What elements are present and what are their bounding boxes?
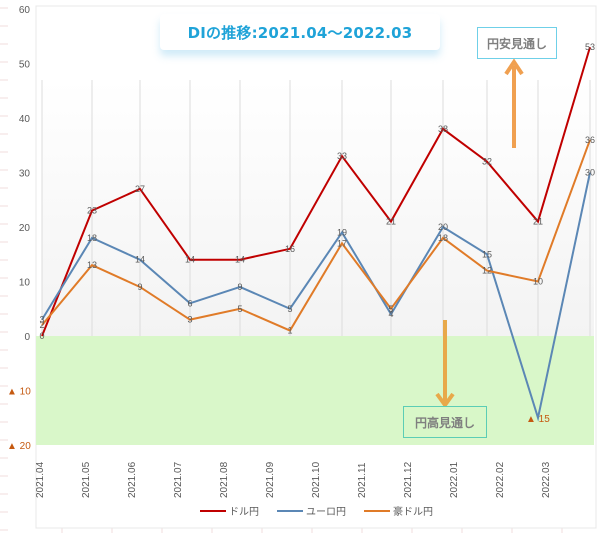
- chart-title: DIの推移:2021.04～2022.03: [160, 14, 440, 50]
- x-tick-label: 2021.11: [357, 462, 368, 498]
- y-tick-label: 60: [19, 5, 31, 16]
- data-label: 18: [438, 233, 448, 243]
- x-tick-label: 2021.08: [219, 461, 230, 498]
- negative-region: [36, 336, 594, 445]
- y-tick-label-negative: ▲ 20: [7, 441, 31, 452]
- data-label: 4: [388, 309, 393, 319]
- x-tick-label: 2021.05: [81, 461, 92, 498]
- data-label: 16: [285, 244, 295, 254]
- positive-region: [42, 80, 594, 336]
- x-tick-label: 2021.04: [35, 461, 46, 498]
- series-line-2: [41, 139, 591, 332]
- y-tick-label: 50: [19, 60, 31, 71]
- legend: ドル円 ユーロ円 豪ドル円: [200, 503, 433, 518]
- data-label: 5: [237, 304, 242, 314]
- data-label: 30: [585, 168, 595, 178]
- data-label: 10: [533, 277, 543, 287]
- y-tick-label: 0: [24, 332, 30, 343]
- yen-strong-callout: 円高見通し: [403, 406, 487, 438]
- legend-item-usdjpy: ドル円: [200, 503, 259, 518]
- x-tick-label: 2022.03: [541, 461, 552, 498]
- data-label: 33: [337, 151, 347, 161]
- data-label: 2: [39, 320, 44, 330]
- x-tick-label: 2022.01: [449, 461, 460, 498]
- legend-item-eurjpy: ユーロ円: [277, 503, 346, 518]
- data-label: 15: [482, 249, 492, 259]
- legend-label: ユーロ円: [306, 507, 346, 518]
- yen-weak-callout: 円安見通し: [477, 27, 557, 59]
- data-label: 17: [337, 238, 347, 248]
- data-label: 6: [187, 298, 192, 308]
- data-label: 5: [388, 304, 393, 314]
- data-label: 3: [39, 315, 44, 325]
- data-label: 14: [235, 255, 245, 265]
- x-tick-label: 2022.02: [495, 461, 506, 498]
- y-tick-label-negative: ▲ 10: [7, 387, 31, 398]
- data-label: 36: [585, 135, 595, 145]
- legend-label: ドル円: [229, 507, 259, 518]
- x-tick-label: 2021.07: [173, 461, 184, 498]
- y-tick-label: 30: [19, 169, 31, 180]
- data-label: 9: [137, 282, 142, 292]
- data-label: 9: [237, 282, 242, 292]
- y-tick-label: 10: [19, 278, 31, 289]
- data-label: 20: [438, 222, 448, 232]
- data-label: 13: [87, 260, 97, 270]
- data-label: 0: [39, 331, 44, 341]
- y-axis: 60 50 40 30 20 10 0 ▲ 10 ▲ 20: [7, 5, 31, 452]
- data-label: 38: [438, 124, 448, 134]
- legend-line-icon: [277, 509, 303, 512]
- data-label: 27: [135, 184, 145, 194]
- data-label: 12: [482, 266, 492, 276]
- series-line-0: [41, 46, 591, 337]
- series-line-1: [41, 172, 591, 422]
- x-tick-label: 2021.10: [311, 461, 322, 498]
- y-tick-label: 20: [19, 223, 31, 234]
- legend-item-audjpy: 豪ドル円: [364, 503, 433, 518]
- yen-strong-label: 円高見通し: [414, 415, 475, 430]
- data-label: 1: [287, 326, 292, 336]
- chart-title-text: DIの推移:2021.04～2022.03: [187, 23, 413, 42]
- data-label: 14: [185, 255, 195, 265]
- legend-label: 豪ドル円: [393, 507, 433, 518]
- data-label: 32: [482, 157, 492, 167]
- legend-line-icon: [364, 509, 390, 512]
- data-label: 14: [135, 255, 145, 265]
- data-label: 21: [386, 217, 396, 227]
- x-tick-label: 2021.06: [127, 461, 138, 498]
- arrow-down-icon: [435, 320, 455, 409]
- data-label: 53: [585, 42, 595, 52]
- yen-weak-label: 円安見通し: [486, 36, 547, 51]
- data-label: 23: [87, 206, 97, 216]
- y-tick-label: 40: [19, 114, 31, 125]
- x-tick-label: 2021.12: [403, 461, 414, 498]
- x-tick-label: 2021.09: [265, 461, 276, 498]
- data-label: 3: [187, 315, 192, 325]
- data-label: 5: [287, 304, 292, 314]
- arrow-up-icon: [504, 58, 524, 148]
- legend-line-icon: [200, 509, 226, 512]
- data-label: 21: [533, 217, 543, 227]
- data-label: 18: [87, 233, 97, 243]
- data-label: 19: [337, 227, 347, 237]
- data-label-negative: ▲ 15: [526, 414, 550, 425]
